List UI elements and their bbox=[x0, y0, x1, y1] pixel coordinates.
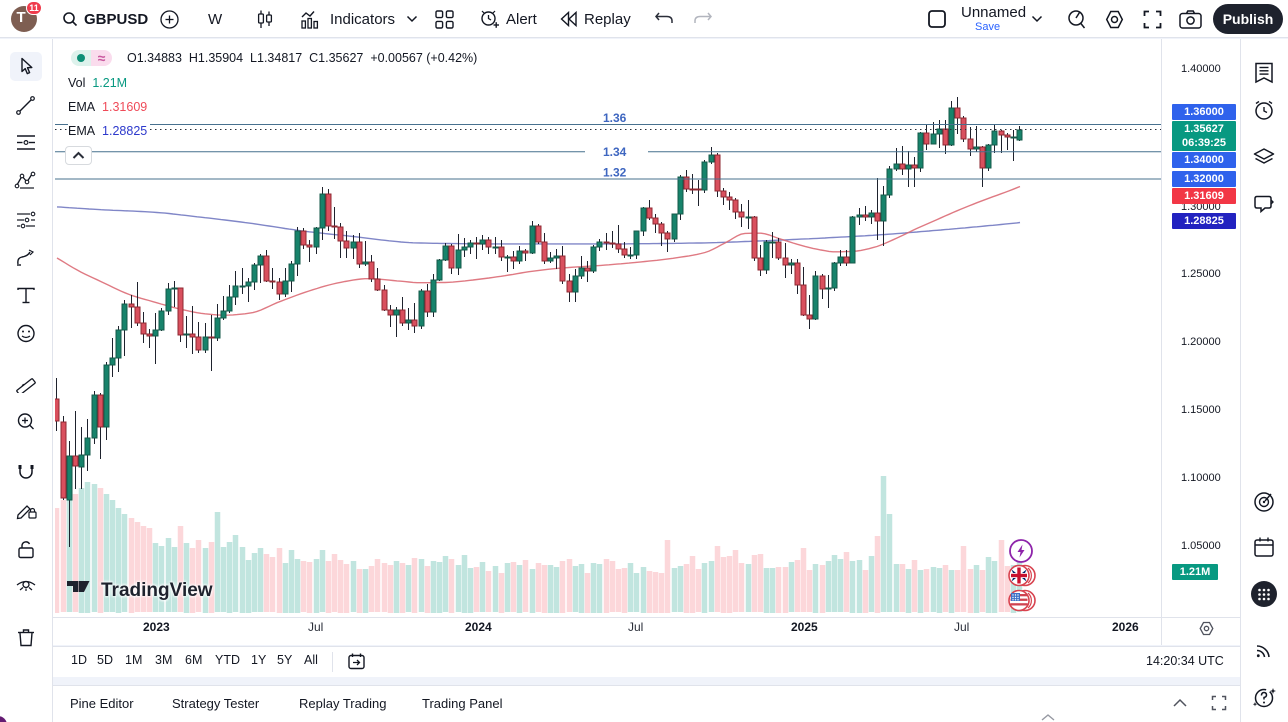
svg-text:1.36: 1.36 bbox=[603, 111, 627, 125]
svg-text:1.32: 1.32 bbox=[603, 166, 627, 180]
svg-text:1.34: 1.34 bbox=[603, 145, 627, 159]
